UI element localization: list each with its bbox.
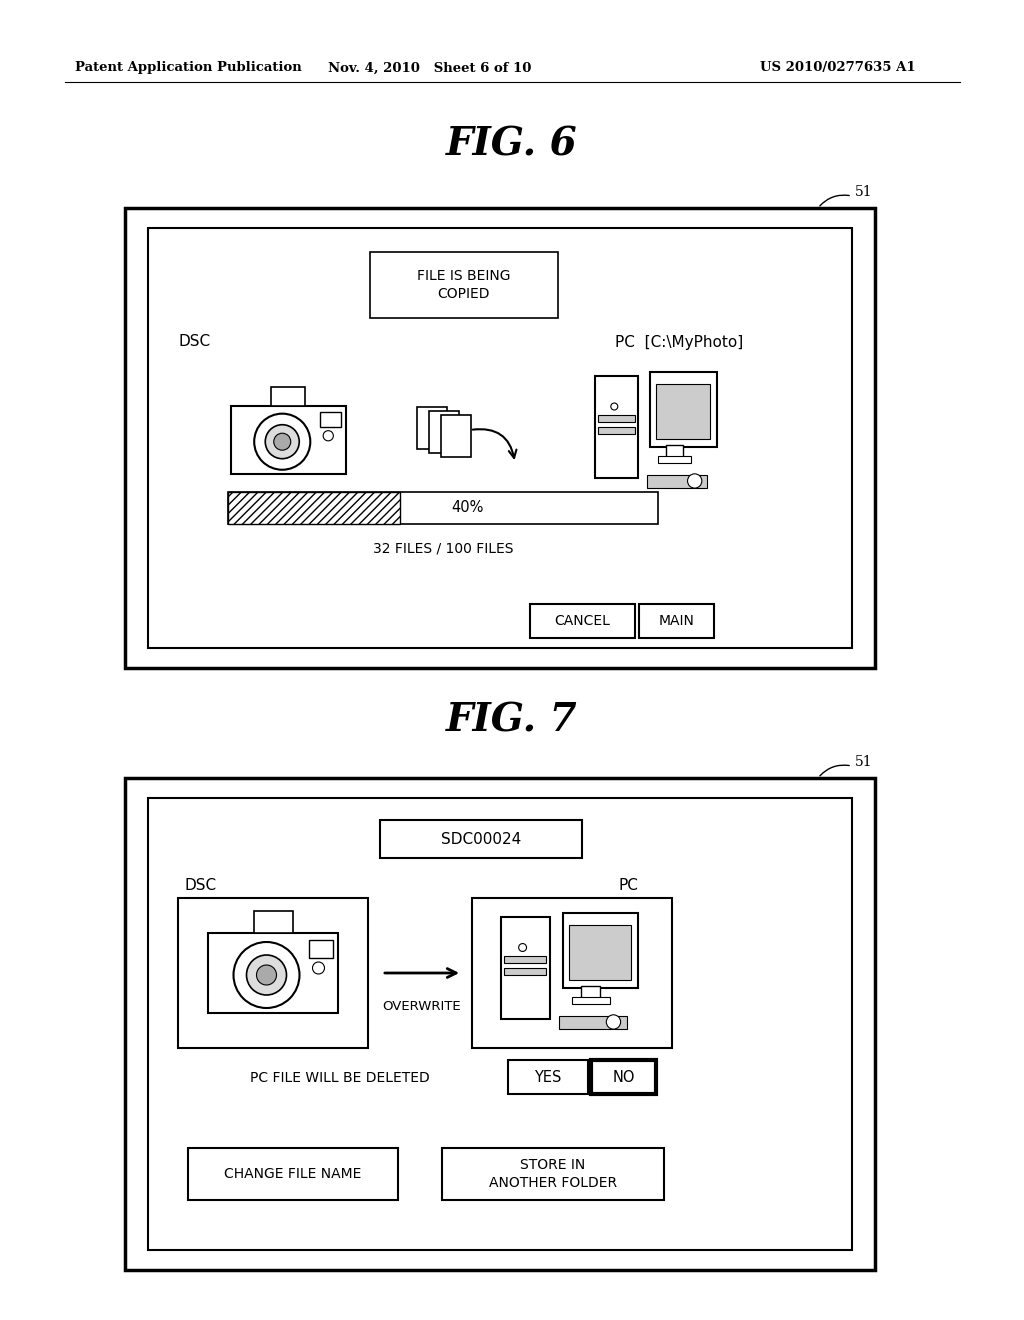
Bar [650,372,717,447]
Bar [639,605,714,638]
Bar [581,986,600,999]
Bar [254,911,293,933]
Text: PC  [C:\MyPhoto]: PC [C:\MyPhoto] [615,334,743,350]
Text: 32 FILES / 100 FILES: 32 FILES / 100 FILES [373,541,513,554]
Bar [591,1060,656,1094]
Bar [441,414,471,457]
Circle shape [324,430,334,441]
Bar [655,384,711,440]
Text: OVERWRITE: OVERWRITE [383,999,462,1012]
Text: MAIN: MAIN [658,614,694,628]
Circle shape [312,962,325,974]
Text: CHANGE FILE NAME: CHANGE FILE NAME [224,1167,361,1181]
Bar [417,407,447,449]
Text: FIG. 7: FIG. 7 [446,701,578,739]
Bar [228,492,658,524]
Bar [646,475,707,488]
Text: US 2010/0277635 A1: US 2010/0277635 A1 [760,62,915,74]
Bar [309,940,333,958]
Text: Patent Application Publication: Patent Application Publication [75,62,302,74]
Bar [380,820,582,858]
Bar [559,1016,627,1030]
Bar [572,997,609,1005]
Bar [148,799,852,1250]
Bar [472,898,672,1048]
Bar [563,913,638,987]
FancyArrowPatch shape [385,969,456,977]
Text: 51: 51 [855,755,872,770]
Bar [505,956,547,962]
Bar [178,898,368,1048]
Bar [208,933,338,1012]
Text: SDC00024: SDC00024 [441,832,521,846]
Bar [125,777,874,1270]
Circle shape [687,474,701,488]
Bar [508,1060,588,1094]
Bar [148,228,852,648]
Bar [370,252,558,318]
Text: STORE IN
ANOTHER FOLDER: STORE IN ANOTHER FOLDER [488,1158,617,1191]
Bar [530,605,635,638]
Text: CANCEL: CANCEL [555,614,610,628]
Bar [228,492,400,524]
Text: DSC: DSC [178,334,210,350]
Bar [501,917,550,1019]
Bar [505,968,547,975]
FancyArrowPatch shape [473,429,516,458]
Circle shape [606,1015,621,1030]
Bar [658,455,691,463]
Text: FILE IS BEING
COPIED: FILE IS BEING COPIED [417,269,511,301]
Circle shape [273,433,291,450]
Bar [125,209,874,668]
Bar [230,407,345,474]
Bar [595,376,638,478]
Circle shape [256,965,276,985]
Bar [321,412,341,428]
Text: DSC: DSC [185,879,217,894]
Text: PC FILE WILL BE DELETED: PC FILE WILL BE DELETED [250,1071,430,1085]
Circle shape [233,942,299,1008]
Circle shape [247,954,287,995]
Text: NO: NO [612,1069,635,1085]
Circle shape [265,425,299,459]
Text: 51: 51 [855,185,872,199]
Text: PC: PC [618,879,638,894]
Circle shape [518,944,526,952]
Circle shape [254,413,310,470]
Bar [666,445,683,458]
Bar [442,1148,664,1200]
Text: 40%: 40% [452,500,484,516]
Bar [569,924,631,981]
Bar [429,411,459,453]
Text: Nov. 4, 2010   Sheet 6 of 10: Nov. 4, 2010 Sheet 6 of 10 [329,62,531,74]
Bar [598,414,635,422]
Bar [598,426,635,434]
Circle shape [610,403,617,411]
Bar [270,387,305,407]
Text: YES: YES [535,1069,562,1085]
Text: FIG. 6: FIG. 6 [446,125,578,164]
Bar [188,1148,398,1200]
